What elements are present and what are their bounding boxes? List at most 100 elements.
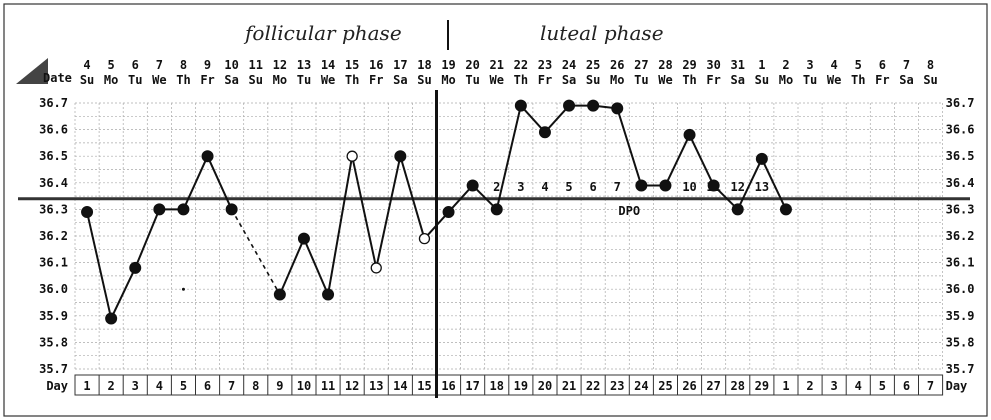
weekday-tick-label: Su: [755, 73, 769, 87]
date-tick-label: 1: [758, 58, 765, 72]
weekday-tick-label: Fr: [200, 73, 214, 87]
y-tick-label-right: 36.1: [946, 256, 975, 270]
day-tick-label: 7: [228, 379, 235, 393]
phase-header: follicular phase luteal phase: [243, 20, 664, 50]
date-tick-label: 9: [204, 58, 211, 72]
dpo-number-label: 3: [517, 180, 524, 194]
date-tick-label: 11: [249, 58, 263, 72]
weekday-tick-label: Fr: [875, 73, 889, 87]
day-tick-label: 3: [132, 379, 139, 393]
date-tick-label: 22: [514, 58, 528, 72]
temperature-point: [611, 102, 624, 115]
weekday-tick-label: Su: [923, 73, 937, 87]
day-tick-label: 2: [108, 379, 115, 393]
date-corner: Date: [16, 58, 72, 85]
luteal-phase-label: luteal phase: [540, 21, 664, 45]
y-tick-label-right: 35.9: [946, 309, 975, 323]
temperature-point: [129, 261, 142, 274]
y-tick-label-right: 36.0: [946, 282, 975, 296]
temperature-segment: [327, 156, 354, 295]
date-tick-label: 21: [490, 58, 504, 72]
temperature-segment: [688, 134, 715, 186]
date-tick-label: 5: [108, 58, 115, 72]
day-tick-label: 8: [252, 379, 259, 393]
day-tick-label: 22: [586, 379, 600, 393]
temperature-dashed-segment: [230, 209, 281, 295]
temperature-point: [105, 312, 118, 325]
temperature-point: [683, 128, 696, 141]
temperature-segment: [760, 158, 787, 210]
temperature-segment: [182, 155, 209, 210]
y-tick-label-right: 35.8: [946, 335, 975, 349]
day-tick-label: 4: [855, 379, 862, 393]
date-tick-label: 3: [806, 58, 813, 72]
date-tick-label: 4: [831, 58, 838, 72]
temperature-point: [659, 179, 672, 192]
temperature-point: [563, 99, 576, 112]
weekday-tick-label: We: [321, 73, 335, 87]
weekday-tick-label: Mo: [104, 73, 118, 87]
y-tick-label-left: 36.7: [39, 96, 68, 110]
y-tick-label-left: 36.1: [39, 256, 68, 270]
temperature-point: [225, 203, 238, 216]
y-tick-label-left: 35.8: [39, 335, 68, 349]
day-tick-label: 29: [755, 379, 769, 393]
day-tick-label: 1: [782, 379, 789, 393]
day-tick-label: 27: [706, 379, 720, 393]
day-tick-label: 5: [180, 379, 187, 393]
temperature-point-open: [418, 233, 431, 245]
weekday-tick-label: Tu: [128, 73, 142, 87]
weekday-tick-label: We: [658, 73, 672, 87]
day-tick-label: 23: [610, 379, 624, 393]
weekday-tick-label: Mo: [273, 73, 287, 87]
day-tick-label: 18: [490, 379, 504, 393]
dpo-number-label: 7: [614, 180, 621, 194]
weekday-tick-label: We: [152, 73, 166, 87]
weekday-tick-label: Su: [249, 73, 263, 87]
date-tick-label: 24: [562, 58, 576, 72]
date-tick-label: 25: [586, 58, 600, 72]
date-tick-label: 14: [321, 58, 335, 72]
temperature-point: [153, 203, 166, 216]
y-tick-label-right: 36.5: [946, 149, 975, 163]
weekday-tick-label: We: [827, 73, 841, 87]
dpo-number-label: 13: [755, 180, 769, 194]
temperature-segment: [134, 209, 161, 269]
day-tick-label: 19: [514, 379, 528, 393]
day-tick-label: 13: [369, 379, 383, 393]
date-tick-label: 12: [273, 58, 287, 72]
temperature-segment: [206, 155, 233, 210]
y-tick-label-right: 36.7: [946, 96, 975, 110]
y-tick-label-right: 36.2: [946, 229, 975, 243]
dpo-number-label: 12: [731, 180, 745, 194]
y-tick-label-left: 36.3: [39, 202, 68, 216]
temperature-point-open: [346, 150, 358, 162]
day-tick-label: 6: [204, 379, 211, 393]
temperature-point: [490, 203, 503, 216]
temperature-segment: [351, 155, 378, 269]
temperature-segment: [399, 155, 426, 239]
dpo-number-label: 10: [682, 180, 696, 194]
date-tick-label: 19: [441, 58, 455, 72]
weekday-tick-label: Sa: [393, 73, 407, 87]
temperature-segment: [86, 211, 113, 319]
date-tick-label: 15: [345, 58, 359, 72]
date-tick-label: 16: [369, 58, 383, 72]
weekday-tick-label: Tu: [297, 73, 311, 87]
y-tick-label-left: 36.0: [39, 282, 68, 296]
day-tick-label: 9: [276, 379, 283, 393]
weekday-tick-label: Tu: [465, 73, 479, 87]
y-tick-label-right: 36.3: [946, 202, 975, 216]
weekday-tick-label: Sa: [731, 73, 745, 87]
temperature-segment: [375, 155, 402, 269]
grid: [18, 90, 970, 398]
weekday-tick-label: Sa: [562, 73, 576, 87]
weekday-tick-label: Fr: [369, 73, 383, 87]
temperature-point: [177, 203, 190, 216]
date-tick-label: 4: [83, 58, 90, 72]
weekday-tick-label: Sa: [224, 73, 238, 87]
day-tick-label: 12: [345, 379, 359, 393]
y-tick-label-left: 36.2: [39, 229, 68, 243]
date-tick-label: 8: [180, 58, 187, 72]
